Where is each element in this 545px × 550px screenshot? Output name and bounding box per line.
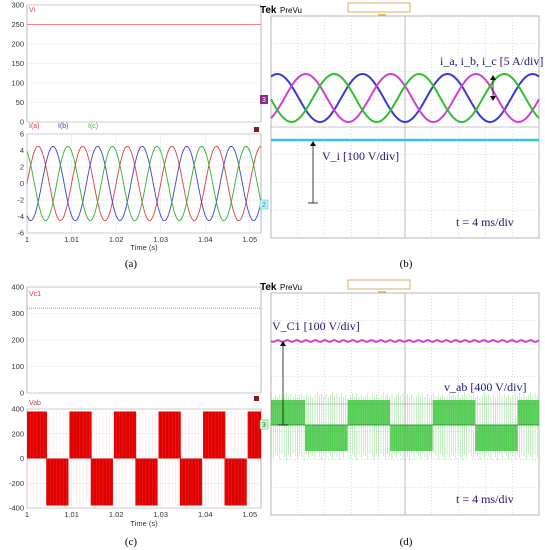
axis-xlabel-c: Time (s): [130, 519, 158, 528]
xtick-label: 1: [25, 235, 29, 244]
ytick-label: 0: [20, 179, 24, 188]
marker-square: [254, 127, 259, 132]
ytick-label: 0: [20, 389, 24, 398]
vab-pos-block: [158, 411, 181, 459]
annot-current-scale: i_a, i_b, i_c [5 A/div]: [440, 54, 543, 68]
vab-neg-block: [90, 458, 114, 506]
scope-series-VC1: [270, 339, 540, 343]
vab-neg-block: [224, 458, 247, 506]
vab-pos-band: [347, 400, 391, 425]
ytick-label: -6: [17, 229, 24, 238]
ytick-label: 50: [16, 98, 24, 107]
vab-pos-block: [203, 411, 226, 459]
xtick-label: 1.04: [198, 235, 213, 244]
scope-record-bar: [347, 2, 411, 13]
scope-brand: Tek: [260, 5, 277, 16]
legend-ia: I(a): [29, 123, 40, 130]
ytick-label: 200: [11, 429, 24, 438]
vab-neg-block: [179, 458, 203, 506]
panel-d: Tek PreVu 1 3 V_C1 [100 V/div] v_ab [400…: [259, 279, 540, 548]
vab-neg-block: [46, 458, 69, 506]
annot-vi-scale: V_i [100 V/div]: [322, 149, 399, 163]
ytick-label: -2: [17, 196, 24, 205]
panel-c: Vc1 0 100 200 300 400 Vab -400 -200 0 200 400 1 1…: [9, 283, 262, 548]
ytick-label: 2: [20, 163, 24, 172]
plot-c-top-title: Vc1: [29, 291, 41, 298]
vab-pos-band: [432, 400, 476, 425]
vab-pos-block: [247, 411, 261, 459]
axis-xlabel-a: Time (s): [130, 243, 158, 252]
ytick-label: 400: [11, 405, 24, 414]
xtick-label: 1.02: [109, 235, 124, 244]
xtick-label: 1.02: [109, 510, 124, 519]
xtick-label: 1.04: [198, 510, 213, 519]
xtick-label: 1.01: [64, 235, 79, 244]
scope-mode-d: PreVu: [280, 283, 302, 292]
ytick-label: 300: [11, 309, 24, 318]
series-I(c)-line: [26, 145, 262, 222]
xtick-label: 1.05: [243, 510, 258, 519]
ch2-marker: [259, 199, 269, 210]
ch3-marker: [260, 95, 268, 104]
ytick-label: 4: [20, 146, 24, 155]
ch3-label: 3: [262, 97, 266, 104]
series-I(b)-line: [26, 145, 262, 222]
panel-a: Vi 0 50 100 150 200 250 300 I(a) I(b) I(c) -6 -…: [11, 1, 262, 270]
caption-a: (a): [125, 258, 138, 270]
vab-pos-block: [113, 411, 137, 459]
scope-series-ic: [270, 73, 540, 124]
xtick-label: 1.01: [64, 510, 79, 519]
ytick-label: 100: [11, 79, 24, 88]
ytick-label: 250: [11, 20, 24, 29]
plot-a-top-title: Vi: [29, 7, 36, 14]
ytick-label: 400: [11, 283, 24, 292]
scope-mode: PreVu: [280, 6, 302, 15]
xtick-label: 1: [25, 510, 29, 519]
vab-neg-band: [475, 425, 518, 451]
caption-d: (d): [400, 536, 413, 548]
caption-b: (b): [400, 258, 413, 270]
xtick-label: 1.03: [153, 235, 168, 244]
ytick-label: -4: [17, 212, 24, 221]
ytick-label: 100: [11, 362, 24, 371]
ytick-label: 200: [11, 336, 24, 345]
ytick-label: 200: [11, 40, 24, 49]
vab-neg-block: [135, 458, 158, 506]
scope-record-bar-d: [347, 279, 411, 290]
ytick-label: 300: [11, 1, 24, 10]
vab-neg-band: [305, 425, 348, 451]
panel-b: Tek PreVu T 3 2 i_a, i_b, i_c [5 A/div] …: [259, 2, 543, 270]
scope-series-ia: [270, 73, 540, 124]
ytick-label: -400: [9, 504, 24, 513]
ch2-label: 2: [262, 202, 266, 209]
caption-c: (c): [125, 536, 138, 548]
vab-pos-block: [27, 411, 48, 459]
ytick-label: 150: [11, 59, 24, 68]
ytick-label: 6: [20, 130, 24, 139]
ch3-label-d: 3: [262, 422, 266, 429]
scope-brand-d: Tek: [260, 282, 277, 293]
ytick-label: 0: [20, 454, 24, 463]
vab-neg-band: [390, 425, 433, 451]
legend-ib: I(b): [58, 123, 69, 130]
xtick-label: 1.05: [243, 235, 258, 244]
ch3-marker-d: [259, 419, 269, 430]
legend-ic: I(c): [88, 123, 98, 130]
annot-time-b: t = 4 ms/div: [456, 215, 514, 229]
marker-square-c: [254, 396, 259, 401]
annot-time-d: t = 4 ms/div: [456, 492, 514, 506]
ytick-label: 0: [20, 118, 24, 127]
annot-vc1-scale: V_C1 [100 V/div]: [272, 319, 360, 333]
annot-vab-scale: v_ab [400 V/div]: [444, 380, 526, 394]
ytick-label: -200: [9, 479, 24, 488]
xtick-label: 1.03: [153, 510, 168, 519]
vab-pos-band: [271, 400, 306, 425]
vab-pos-block: [69, 411, 92, 459]
plot-c-bottom-title: Vab: [29, 400, 41, 407]
series-I(a)-line: [26, 145, 262, 222]
